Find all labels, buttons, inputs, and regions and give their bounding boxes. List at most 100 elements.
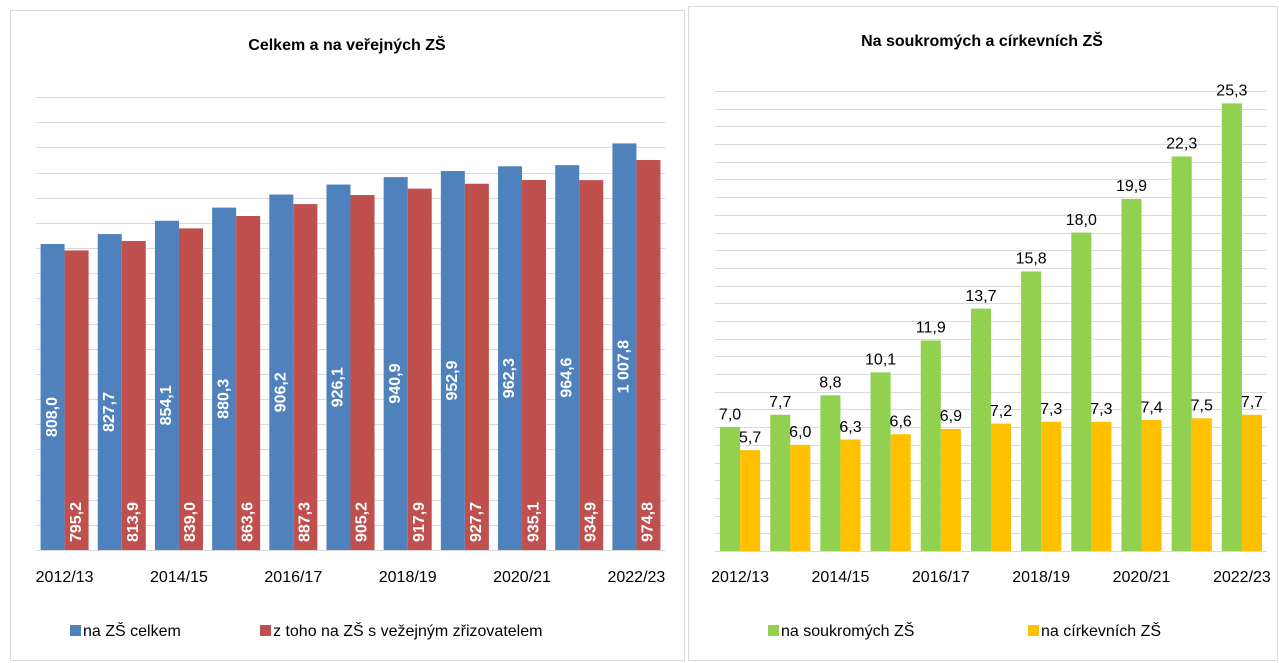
bar [1091, 421, 1112, 551]
bar [1191, 418, 1212, 551]
value-label: 808,0 [44, 397, 61, 437]
bar [269, 194, 294, 550]
bar [1071, 232, 1092, 552]
bar [498, 166, 523, 550]
x-tick-label: 2022/23 [1213, 569, 1271, 586]
bar [612, 143, 637, 550]
bar [740, 450, 761, 551]
value-label: 18,0 [1066, 212, 1097, 229]
bar [64, 250, 89, 550]
value-label: 7,4 [1140, 399, 1162, 416]
bar [1041, 421, 1062, 551]
bar [293, 204, 318, 550]
legend-label: na ZŠ celkem [83, 621, 181, 640]
value-label: 940,9 [387, 363, 404, 403]
value-label: 11,9 [916, 320, 946, 337]
bar [991, 423, 1012, 551]
x-tick-label: 2012/13 [711, 569, 769, 586]
bar [121, 241, 146, 550]
bar [97, 234, 122, 550]
value-label: 813,9 [125, 502, 142, 542]
bar [350, 195, 375, 551]
bar [720, 427, 741, 551]
bar [1171, 156, 1192, 551]
bar [464, 183, 489, 550]
bar [579, 180, 604, 550]
value-label: 917,9 [411, 502, 428, 542]
chart-title: Celkem a na veřejných ZŠ [248, 35, 446, 54]
bar [440, 171, 465, 550]
x-tick-label: 2016/17 [264, 569, 322, 586]
value-label: 6,6 [890, 413, 912, 430]
value-label: 19,9 [1116, 178, 1147, 195]
value-label: 887,3 [297, 502, 314, 542]
x-tick-label: 2018/19 [379, 569, 437, 586]
bar [40, 243, 65, 550]
bar [636, 160, 661, 550]
bar [154, 220, 179, 551]
value-label: 22,3 [1166, 136, 1197, 153]
legend-swatch [1028, 625, 1039, 636]
value-label: 6,3 [839, 419, 861, 436]
bar [212, 207, 237, 550]
bar [326, 184, 351, 550]
bar [178, 228, 203, 550]
legend-swatch [768, 625, 779, 636]
bar [1241, 414, 1262, 551]
value-label: 7,7 [769, 394, 791, 411]
bar [522, 179, 547, 550]
x-tick-label: 2012/13 [36, 569, 94, 586]
value-label: 974,8 [640, 502, 657, 542]
bar [870, 372, 891, 551]
value-label: 962,3 [501, 358, 518, 398]
legend-swatch [260, 625, 271, 636]
value-label: 935,1 [525, 502, 542, 542]
value-label: 6,0 [789, 424, 811, 441]
value-label: 10,1 [865, 352, 896, 369]
legend-label: na soukromých ZŠ [781, 621, 914, 640]
value-label: 25,3 [1216, 83, 1247, 100]
value-label: 7,0 [719, 406, 741, 423]
value-label: 7,5 [1191, 398, 1213, 415]
value-label: 927,7 [468, 502, 485, 542]
bar [890, 434, 911, 551]
value-label: 7,3 [1090, 401, 1112, 418]
x-tick-label: 2020/21 [493, 569, 551, 586]
value-label: 6,9 [940, 408, 962, 425]
x-tick-label: 2016/17 [912, 569, 970, 586]
bar [920, 340, 941, 551]
bar [820, 395, 841, 551]
legend-label: na církevních ZŠ [1041, 621, 1161, 640]
bar [236, 215, 261, 550]
value-label: 839,0 [182, 502, 199, 542]
value-label: 15,8 [1016, 251, 1047, 268]
value-label: 7,7 [1241, 394, 1263, 411]
x-tick-label: 2014/15 [150, 569, 208, 586]
bar [555, 165, 580, 550]
bar [1021, 271, 1042, 551]
value-label: 7,2 [990, 403, 1012, 420]
legend-label: z toho na ZŠ s vežejným zřizovatelem [273, 621, 542, 640]
value-label: 964,6 [558, 357, 575, 397]
value-label: 863,6 [239, 502, 256, 542]
bar [790, 444, 811, 551]
value-label: 827,7 [101, 392, 118, 432]
x-tick-label: 2018/19 [1012, 569, 1070, 586]
bar [1141, 420, 1162, 551]
bar [1221, 103, 1242, 551]
value-label: 7,3 [1040, 401, 1062, 418]
bar [1121, 198, 1142, 551]
value-label: 905,2 [354, 502, 371, 542]
value-label: 854,1 [158, 385, 175, 425]
value-label: 5,7 [739, 429, 761, 446]
x-tick-label: 2014/15 [812, 569, 870, 586]
x-tick-label: 2022/23 [607, 569, 665, 586]
value-label: 8,8 [819, 375, 841, 392]
value-label: 952,9 [444, 360, 461, 400]
bar [840, 439, 861, 551]
value-label: 795,2 [68, 502, 85, 542]
x-tick-label: 2020/21 [1113, 569, 1171, 586]
value-label: 926,1 [330, 367, 347, 407]
value-label: 906,2 [273, 372, 290, 412]
